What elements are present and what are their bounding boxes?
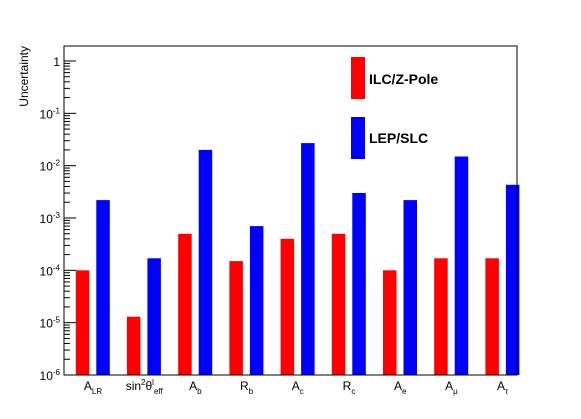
- x-tick-label: Ae: [394, 379, 407, 396]
- x-tick-label: Aτ: [497, 379, 509, 396]
- bar-lep-2: [198, 149, 213, 375]
- y-tick-label: 10-4: [40, 263, 61, 278]
- legend-label-ilc: ILC/Z-Pole: [369, 71, 438, 87]
- bar-lep-3: [249, 226, 264, 375]
- bar-ilc-3: [229, 261, 243, 375]
- x-tick-label: Rb: [240, 379, 254, 396]
- y-tick-label: 1: [53, 55, 60, 69]
- bar-ilc-5: [331, 233, 346, 375]
- x-tick-label: Rc: [343, 379, 356, 396]
- y-tick-label: 10-6: [40, 368, 61, 383]
- x-tick-label: sin2θleff: [126, 378, 164, 396]
- bar-lep-4: [301, 143, 315, 375]
- legend-label-lep: LEP/SLC: [369, 130, 428, 146]
- bar-ilc-7: [434, 258, 448, 375]
- y-tick-label: 10-2: [40, 159, 61, 174]
- y-tick-label: 10-5: [40, 316, 61, 331]
- x-tick-label: ALR: [84, 379, 102, 396]
- y-tick-label: 10-1: [40, 106, 61, 121]
- bar-ilc-6: [383, 270, 397, 375]
- bar-lep-8: [505, 184, 520, 375]
- legend: ILC/Z-Pole LEP/SLC: [351, 57, 438, 159]
- bar-lep-6: [403, 200, 417, 375]
- x-tick-label: Aμ: [445, 379, 458, 396]
- bar-lep-1: [147, 258, 161, 375]
- bar-lep-7: [454, 156, 469, 375]
- bar-ilc-8: [485, 258, 499, 375]
- legend-swatch-ilc: [351, 57, 365, 99]
- y-tick-label: 10-3: [40, 211, 61, 226]
- bar-lep-5: [352, 193, 366, 375]
- bar-ilc-1: [126, 316, 141, 375]
- legend-swatch-lep: [351, 117, 365, 159]
- bar-lep-0: [96, 200, 110, 375]
- bar-ilc-0: [75, 270, 90, 375]
- x-tick-label: Ac: [292, 379, 304, 396]
- plot-frame: [63, 45, 518, 376]
- y-axis-label: Uncertainty: [17, 46, 31, 107]
- bar-ilc-2: [178, 233, 192, 375]
- bars-layer: [75, 143, 520, 375]
- x-tick-label: Ab: [189, 379, 202, 396]
- x-axis: ALR sin2θleff Ab Rb Ac Rc Ae Aμ Aτ: [84, 378, 509, 396]
- y-axis: 10-6 10-5 10-4 10-3 10-2 10-1 1: [40, 55, 76, 383]
- bar-ilc-4: [280, 238, 295, 375]
